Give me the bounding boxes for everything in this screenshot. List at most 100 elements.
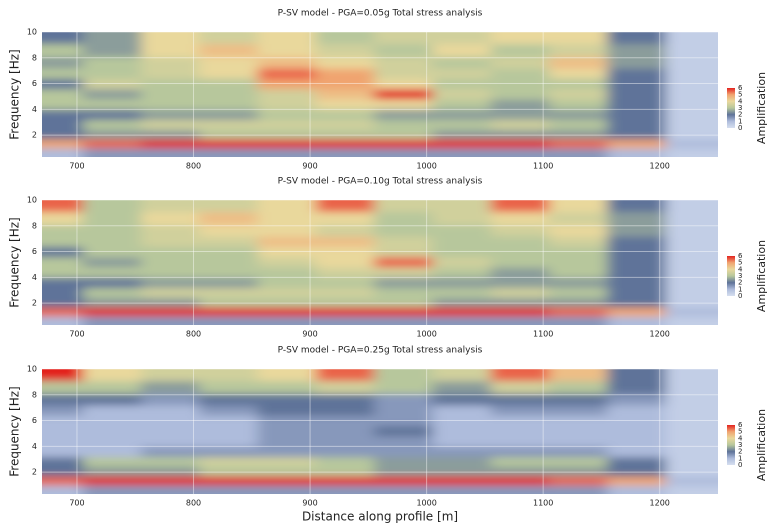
- heat-cell: [42, 315, 84, 325]
- heat-cell: [82, 315, 142, 325]
- heat-cell: [665, 78, 718, 90]
- heat-cell: [607, 109, 667, 121]
- chart-title: P-SV model - PGA=0.05g Total stress anal…: [278, 9, 483, 19]
- heat-cell: [549, 393, 608, 406]
- heat-cell: [549, 88, 608, 100]
- heat-cell: [257, 405, 317, 416]
- heat-cell: [82, 466, 142, 477]
- heat-cell: [374, 32, 433, 45]
- heat-cell: [432, 405, 492, 416]
- y-axis-label: Frequency [Hz]: [8, 217, 22, 308]
- heat-cell: [374, 446, 433, 458]
- heat-cell: [490, 306, 550, 317]
- heat-cell: [374, 224, 433, 237]
- heat-cell: [374, 297, 433, 308]
- heat-cell: [549, 446, 608, 458]
- heat-cell: [141, 99, 200, 110]
- heat-cell: [665, 129, 718, 140]
- heat-cell: [42, 277, 84, 289]
- plot-area: [42, 200, 718, 325]
- heat-cell: [374, 99, 433, 110]
- heat-cell: [549, 99, 608, 110]
- heat-cell: [374, 369, 433, 382]
- heat-cell: [199, 405, 259, 416]
- chart-title: P-SV model - PGA=0.25g Total stress anal…: [278, 346, 483, 356]
- heat-cell: [257, 475, 317, 486]
- heat-cell: [315, 138, 375, 149]
- heat-cell: [141, 109, 200, 121]
- heat-cell: [549, 277, 608, 289]
- heat-cell: [665, 267, 718, 278]
- heat-cell: [549, 466, 608, 477]
- heat-cell: [257, 267, 317, 278]
- heat-cell: [490, 109, 550, 121]
- heat-cell: [315, 256, 375, 268]
- colorbar-label: Amplification: [755, 72, 767, 144]
- heat-cell: [42, 129, 84, 140]
- heat-cell: [607, 32, 667, 45]
- x-tick-label: 800: [186, 330, 201, 339]
- heat-cell: [141, 43, 200, 57]
- y-tick-label: 10: [27, 365, 37, 374]
- heat-cell: [141, 306, 200, 317]
- heat-cell: [490, 393, 550, 406]
- heat-cell: [549, 484, 608, 494]
- heat-cell: [607, 405, 667, 416]
- heat-cell: [82, 297, 142, 308]
- heat-cell: [315, 306, 375, 317]
- y-tick-label: 8: [32, 221, 37, 230]
- heat-cell: [374, 484, 433, 494]
- heat-cell: [432, 436, 492, 447]
- heat-cell: [490, 211, 550, 225]
- x-tick-label: 800: [186, 162, 201, 171]
- heat-cell: [665, 43, 718, 57]
- x-tick-label: 900: [302, 499, 317, 508]
- heat-cell: [607, 456, 667, 467]
- heat-cell: [315, 119, 375, 130]
- heat-cell: [665, 224, 718, 237]
- heat-cell: [82, 393, 142, 406]
- heat-cell: [42, 466, 84, 477]
- heat-cell: [199, 306, 259, 317]
- heat-cell: [199, 68, 259, 79]
- heat-cell: [257, 200, 317, 213]
- heat-cell: [374, 436, 433, 447]
- heat-cell: [199, 277, 259, 289]
- heat-cell: [42, 99, 84, 110]
- heat-cell: [665, 200, 718, 213]
- heat-cell: [665, 236, 718, 247]
- heat-cell: [315, 466, 375, 477]
- heat-cell: [315, 415, 375, 427]
- x-tick-label: 900: [302, 162, 317, 171]
- heat-cell: [432, 380, 492, 394]
- heat-cell: [490, 405, 550, 416]
- heat-cell: [257, 393, 317, 406]
- heat-cell: [141, 56, 200, 69]
- heat-cell: [315, 484, 375, 494]
- colorbar-tick-label: 4: [738, 97, 743, 105]
- heat-cell: [607, 446, 667, 458]
- heat-cell: [607, 369, 667, 382]
- heat-cell: [42, 405, 84, 416]
- heat-cell: [374, 109, 433, 121]
- heat-cell: [42, 147, 84, 157]
- y-tick-label: 6: [32, 247, 37, 256]
- heat-cell: [665, 466, 718, 477]
- heat-cell: [374, 56, 433, 69]
- heat-cell: [82, 446, 142, 458]
- heat-cell: [665, 393, 718, 406]
- x-tick-label: 1100: [533, 499, 553, 508]
- heat-cell: [315, 211, 375, 225]
- heat-cell: [42, 56, 84, 69]
- heat-cell: [374, 287, 433, 298]
- heat-cell: [199, 380, 259, 394]
- heat-cell: [42, 436, 84, 447]
- heat-cell: [607, 147, 667, 157]
- colorbar-tick-label: 1: [738, 285, 742, 293]
- heat-cell: [315, 246, 375, 258]
- heat-cell: [141, 405, 200, 416]
- heat-cell: [607, 56, 667, 69]
- heat-cell: [141, 147, 200, 157]
- heat-cell: [141, 369, 200, 382]
- heat-cell: [549, 68, 608, 79]
